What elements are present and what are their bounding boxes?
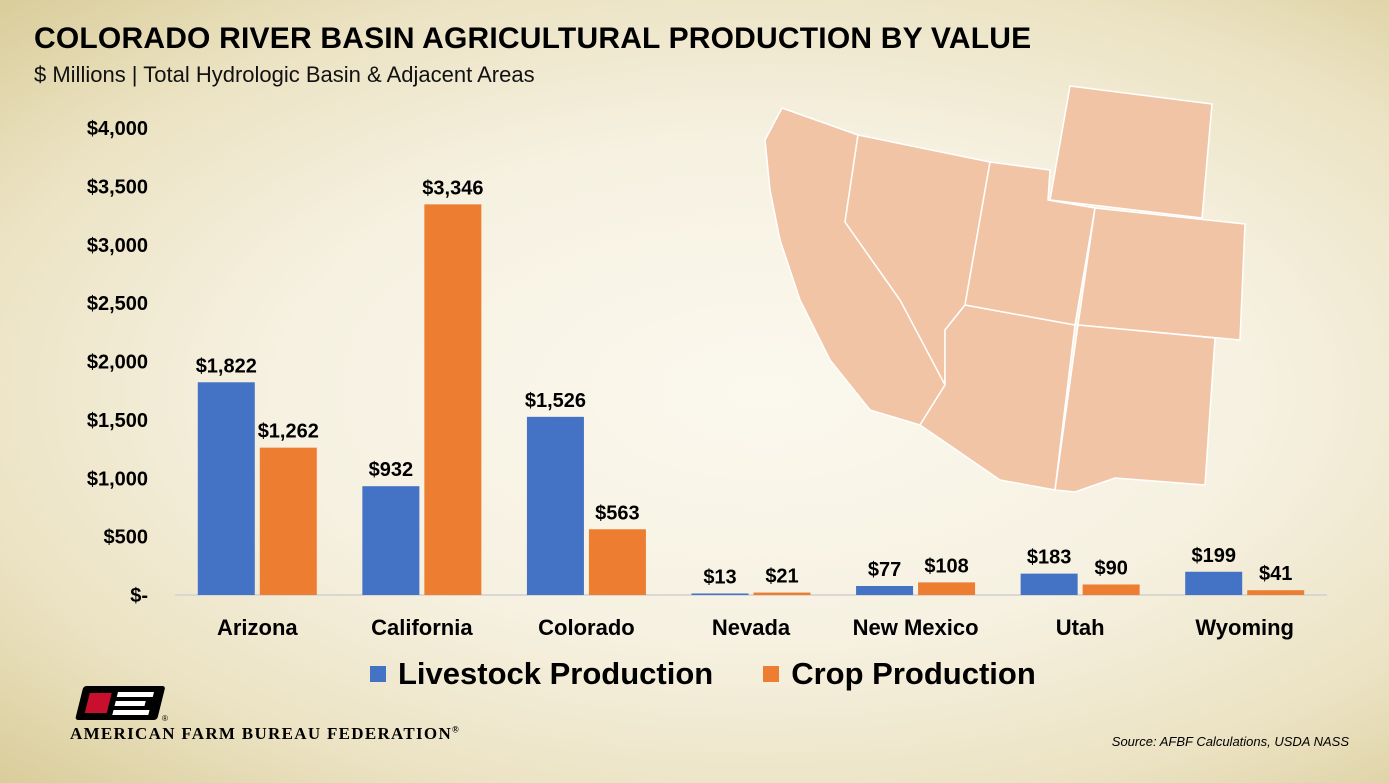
x-category-label: New Mexico: [853, 615, 979, 640]
registered-mark: ®: [452, 724, 461, 735]
data-label: $21: [765, 566, 798, 588]
data-label: $108: [924, 555, 969, 577]
map-colorado-region: [1077, 207, 1246, 341]
data-label: $1,822: [196, 355, 257, 377]
y-tick-label: $1,500: [87, 410, 148, 432]
svg-text:®: ®: [162, 714, 168, 722]
legend-item-crop: Crop Production: [763, 656, 1036, 692]
legend-label-livestock: Livestock Production: [398, 656, 714, 691]
x-category-label: California: [371, 615, 473, 640]
data-label: $13: [703, 566, 736, 588]
bar-livestock-wyoming: [1185, 571, 1243, 595]
bar-livestock-nevada: [691, 593, 749, 595]
bar-crop-arizona: [259, 447, 317, 595]
data-label: $932: [369, 459, 414, 481]
bar-crop-california: [424, 204, 482, 596]
bar-livestock-arizona: [197, 382, 255, 595]
y-tick-label: $2,500: [87, 293, 148, 315]
afbf-logo-icon: ®: [75, 686, 168, 722]
map-wyoming-region: [1049, 85, 1213, 219]
organization-name-text: AMERICAN FARM BUREAU FEDERATION: [70, 724, 453, 743]
legend-swatch-livestock: [370, 666, 386, 682]
data-label: $1,526: [525, 390, 586, 412]
legend-swatch-crop: [763, 666, 780, 682]
bar-livestock-new-mexico: [856, 586, 914, 595]
data-label: $41: [1259, 563, 1292, 585]
chart-subtitle: $ Millions | Total Hydrologic Basin & Ad…: [34, 62, 535, 87]
legend-label-crop: Crop Production: [791, 656, 1036, 691]
bar-livestock-california: [362, 486, 420, 595]
bar-crop-colorado: [588, 529, 646, 595]
y-tick-label: $3,000: [87, 235, 148, 257]
data-label: $199: [1191, 545, 1236, 567]
western-states-map: [764, 85, 1246, 493]
x-category-label: Arizona: [217, 615, 298, 640]
bar-livestock-colorado: [526, 416, 584, 595]
data-label: $3,346: [422, 177, 483, 199]
source-note: Source: AFBF Calculations, USDA NASS: [1111, 734, 1349, 749]
chart-title: COLORADO RIVER BASIN AGRICULTURAL PRODUC…: [34, 22, 1032, 55]
y-tick-label: $500: [104, 527, 149, 549]
x-category-label: Wyoming: [1195, 615, 1294, 640]
legend-item-livestock: Livestock Production: [370, 656, 713, 692]
bar-crop-wyoming: [1247, 590, 1305, 595]
chart-legend: Livestock Production Crop Production: [370, 654, 1036, 694]
organization-name: AMERICAN FARM BUREAU FEDERATION®: [70, 724, 460, 744]
x-category-label: Utah: [1056, 615, 1105, 640]
chart-bars: $1,822 $1,262 Arizona $932 $3,346 California $…: [196, 177, 1305, 640]
bar-livestock-utah: [1020, 573, 1078, 595]
data-label: $1,262: [258, 421, 319, 443]
data-label: $90: [1094, 557, 1127, 579]
bar-crop-nevada: [753, 592, 811, 595]
y-tick-label: $-: [130, 585, 148, 607]
data-label: $77: [868, 559, 901, 581]
y-tick-label: $1,000: [87, 468, 148, 490]
bar-crop-utah: [1082, 584, 1140, 595]
data-label: $183: [1027, 547, 1072, 569]
x-category-label: Colorado: [538, 615, 635, 640]
bar-crop-new-mexico: [918, 582, 976, 595]
y-tick-label: $2,000: [87, 352, 148, 374]
x-category-label: Nevada: [712, 615, 791, 640]
map-new-mexico-region: [1054, 324, 1216, 493]
data-label: $563: [595, 502, 640, 524]
y-tick-label: $4,000: [87, 118, 148, 140]
y-tick-label: $3,500: [87, 176, 148, 198]
